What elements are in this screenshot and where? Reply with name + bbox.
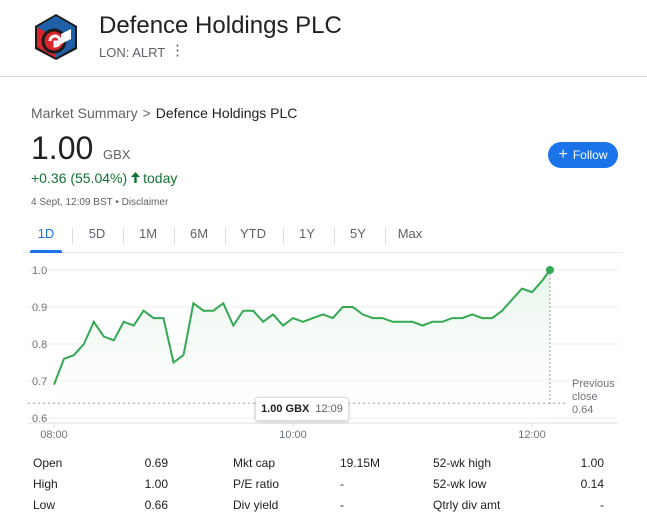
tab-divider (174, 228, 175, 244)
timestamp-text: 4 Sept, 12:09 BST (31, 197, 113, 208)
tab-divider (334, 228, 335, 244)
stat-value: 0.69 (144, 456, 168, 470)
price-line (53, 269, 551, 386)
stock-header: Defence Holdings PLC LON: ALRT ⋮ (0, 0, 647, 77)
quote-timestamp: 4 Sept, 12:09 BST • Disclaimer (31, 197, 168, 208)
stat-label: 52-wk high (433, 456, 492, 470)
stat-value: 1.00 (144, 477, 168, 491)
timestamp-separator: • (112, 197, 122, 208)
stats-row: Open 0.69 Mkt cap 19.15M 52-wk high 1.00 (33, 456, 613, 476)
stat-label: Mkt cap (233, 456, 276, 470)
y-tick-label: 1.0 (32, 265, 47, 277)
currency-label: GBX (103, 147, 131, 162)
tab-divider (123, 228, 124, 244)
tab-1m[interactable]: 1M (138, 226, 158, 241)
y-tick-label: 0.7 (32, 376, 47, 388)
range-tabs: 1D 5D 1M 6M YTD 1Y 5Y Max (22, 222, 622, 253)
stats-row: Low 0.66 Div yield - Qtrly div amt - (33, 498, 613, 518)
tab-6m[interactable]: 6M (189, 226, 209, 241)
breadcrumb-current: Defence Holdings PLC (155, 105, 298, 121)
tab-5y[interactable]: 5Y (350, 226, 366, 241)
chart-tooltip: 1.00 GBX 12:09 (255, 397, 349, 421)
plus-icon: + (558, 146, 568, 163)
stat-label: P/E ratio (233, 477, 280, 491)
stat-label: High (33, 477, 58, 491)
more-vert-icon[interactable]: ⋮ (170, 42, 185, 59)
current-price-dot (545, 266, 554, 274)
price-area (54, 270, 550, 423)
stat-label: Div yield (233, 498, 279, 512)
stat-value: - (340, 498, 344, 512)
stock-price: 1.00 (31, 130, 94, 166)
previous-close-value: 0.64 (572, 404, 594, 416)
stats-row: High 1.00 P/E ratio - 52-wk low 0.14 (33, 477, 613, 497)
breadcrumb-separator: > (142, 105, 151, 121)
y-tick-label: 0.8 (32, 339, 47, 351)
previous-close-label: Previous close 0.64 (572, 378, 622, 417)
x-tick-label: 10:00 (279, 429, 307, 441)
tab-divider (72, 228, 73, 244)
company-logo (35, 14, 77, 60)
company-name: Defence Holdings PLC (99, 12, 342, 39)
stat-value: - (600, 498, 604, 512)
y-tick-label: 0.6 (32, 413, 47, 425)
x-tick-label: 08:00 (40, 429, 68, 441)
follow-label: Follow (572, 148, 608, 162)
stat-value: 19.15M (340, 456, 381, 470)
breadcrumb-market-summary[interactable]: Market Summary (31, 105, 138, 121)
tab-1y[interactable]: 1Y (299, 226, 315, 241)
price-change-value: +0.36 (55.04%) (31, 170, 128, 186)
stat-value: - (340, 477, 344, 491)
y-tick-label: 0.9 (32, 302, 47, 314)
tab-5d[interactable]: 5D (88, 226, 106, 241)
stat-label: 52-wk low (433, 477, 487, 491)
stat-label: Low (33, 498, 56, 512)
stat-value: 0.14 (580, 477, 604, 491)
disclaimer-link[interactable]: Disclaimer (121, 197, 169, 208)
previous-close-text: Previous close (572, 378, 615, 403)
tab-max[interactable]: Max (397, 226, 423, 241)
stat-label: Open (33, 456, 63, 470)
tab-divider (283, 228, 284, 244)
price-change: +0.36 (55.04%) today (31, 170, 177, 186)
tab-ytd[interactable]: YTD (240, 226, 266, 241)
breadcrumb: Market Summary > Defence Holdings PLC (31, 105, 297, 121)
stat-value: 1.00 (580, 456, 604, 470)
arrow-up-icon (131, 172, 141, 183)
tooltip-time: 12:09 (315, 403, 343, 415)
stat-label: Qtrly div amt (433, 498, 501, 512)
stat-value: 0.66 (144, 498, 168, 512)
tab-divider (225, 228, 226, 244)
x-tick-label: 12:00 (518, 429, 546, 441)
tab-1d[interactable]: 1D (26, 222, 66, 253)
y-axis-labels: 1.0 0.9 0.8 0.7 0.6 (32, 265, 47, 425)
tab-divider (385, 228, 386, 244)
follow-button[interactable]: + Follow (548, 142, 618, 168)
tooltip-price: 1.00 GBX (261, 403, 310, 415)
price-change-period: today (143, 170, 178, 186)
ticker-symbol: LON: ALRT (99, 45, 166, 60)
price-chart[interactable]: 1.00.90.80.70.6 08:0010:0012:0014:0016:0… (0, 255, 647, 445)
